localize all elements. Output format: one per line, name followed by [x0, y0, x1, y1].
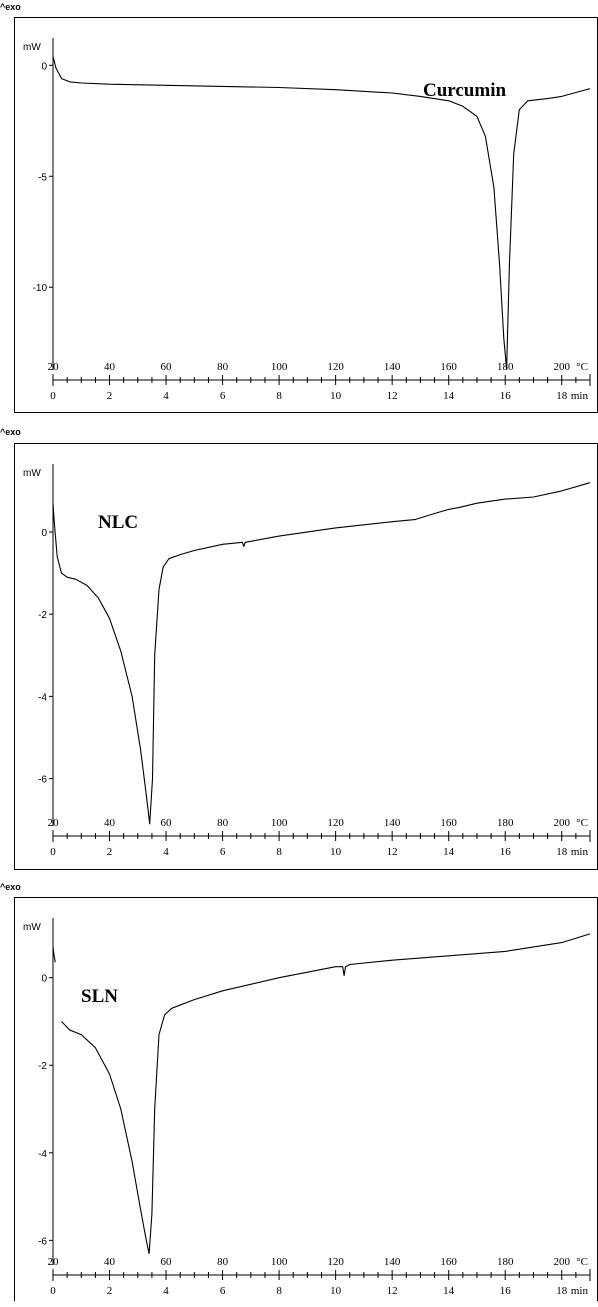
time-tick-label: 16	[500, 846, 512, 858]
temp-tick-label: 180	[497, 1256, 514, 1268]
time-tick-label: 16	[500, 390, 512, 402]
exo-label: ^exo	[0, 2, 21, 12]
y-tick-label: -4	[38, 692, 47, 703]
time-tick-label: 2	[107, 846, 113, 858]
sample-label: Curcumin	[423, 80, 506, 101]
time-tick-label: 12	[387, 390, 398, 402]
temp-tick-label: 140	[384, 817, 401, 829]
time-tick-label: 2	[107, 1285, 113, 1297]
temp-tick-label: 180	[497, 361, 514, 373]
time-tick-label: 18	[556, 390, 568, 402]
time-tick-label: 10	[330, 1285, 342, 1297]
temp-tick-label: 60	[161, 817, 173, 829]
time-tick-label: 8	[276, 846, 282, 858]
temp-tick-label: 40	[104, 1256, 116, 1268]
temp-tick-label: 200	[553, 1256, 570, 1268]
dsc-curve	[52, 56, 591, 370]
y-tick-label: -6	[38, 1236, 47, 1247]
y-tick-label: -4	[38, 1149, 47, 1160]
temp-tick-label: 60	[161, 361, 173, 373]
time-tick-label: 16	[500, 1285, 512, 1297]
y-tick-label: -2	[38, 610, 47, 621]
temp-tick-label: 180	[497, 817, 514, 829]
time-tick-label: 10	[330, 390, 342, 402]
time-unit-label: min	[571, 390, 589, 402]
time-tick-label: 4	[163, 390, 169, 402]
temp-tick-label: 100	[271, 361, 288, 373]
time-tick-label: 4	[163, 1285, 169, 1297]
temp-tick-label: 20	[48, 817, 60, 829]
temp-tick-label: 140	[384, 361, 401, 373]
temp-tick-label: 200	[553, 361, 570, 373]
dsc-panel-sln: ^exo mW 0 -2 -4 -6 0 2 4 6 8 10 12 14 16 18 min 20 40 60 80…	[0, 880, 598, 1301]
temp-tick-label: 60	[161, 1256, 173, 1268]
sample-label: NLC	[98, 512, 138, 533]
temp-unit-label: °C	[576, 361, 588, 373]
time-tick-label: 12	[387, 846, 398, 858]
y-tick-label: -10	[33, 283, 48, 294]
time-tick-label: 6	[220, 390, 226, 402]
exo-label: ^exo	[0, 427, 21, 437]
time-tick-label: 2	[107, 390, 113, 402]
time-tick-label: 6	[220, 846, 226, 858]
dsc-chart-sln: mW 0 -2 -4 -6 0 2 4 6 8 10 12 14 16 18 min 20 40 60 80 100 12…	[23, 918, 591, 1297]
dsc-curve	[61, 933, 591, 1255]
time-tick-label: 10	[330, 846, 342, 858]
plot-frame: mW 0 -2 -4 -6 0 2 4 6 8 10 12 14 16 18 min 20 40 60 80 100 12…	[14, 443, 598, 870]
temp-unit-label: °C	[576, 1256, 588, 1268]
temp-tick-label: 100	[271, 817, 288, 829]
time-tick-label: 18	[556, 1285, 568, 1297]
sample-label: SLN	[81, 986, 118, 1007]
y-tick-label: 0	[41, 974, 47, 985]
y-tick-label: -6	[38, 775, 47, 786]
time-tick-label: 4	[163, 846, 169, 858]
temp-unit-label: °C	[576, 817, 588, 829]
time-tick-label: 0	[50, 846, 56, 858]
y-axis-label: mW	[23, 922, 41, 933]
time-tick-label: 12	[387, 1285, 398, 1297]
temp-tick-label: 120	[327, 361, 344, 373]
dsc-chart-nlc: mW 0 -2 -4 -6 0 2 4 6 8 10 12 14 16 18 min 20 40 60 80 100 12…	[23, 464, 591, 858]
temp-tick-label: 160	[440, 1256, 457, 1268]
dsc-curve	[52, 946, 56, 963]
temp-tick-label: 20	[48, 361, 60, 373]
temp-tick-label: 40	[104, 817, 116, 829]
temp-tick-label: 160	[440, 817, 457, 829]
time-tick-label: 14	[443, 390, 455, 402]
time-tick-label: 8	[276, 1285, 282, 1297]
exo-label: ^exo	[0, 882, 21, 892]
time-tick-label: 14	[443, 1285, 455, 1297]
time-tick-label: 14	[443, 846, 455, 858]
y-tick-label: 0	[41, 61, 47, 72]
temp-tick-label: 80	[217, 817, 229, 829]
y-tick-label: 0	[41, 528, 47, 539]
time-tick-label: 0	[50, 390, 56, 402]
temp-tick-label: 140	[384, 1256, 401, 1268]
temp-tick-label: 100	[271, 1256, 288, 1268]
time-tick-label: 18	[556, 846, 568, 858]
time-tick-label: 0	[50, 1285, 56, 1297]
dsc-panel-nlc: ^exo mW 0 -2 -4 -6 0 2 4 6 8 10 12 14 16 18 min 20 40 60 80…	[0, 425, 598, 875]
time-unit-label: min	[571, 1285, 589, 1297]
temp-tick-label: 160	[440, 361, 457, 373]
temp-tick-label: 120	[327, 1256, 344, 1268]
y-axis-label: mW	[23, 468, 41, 479]
temp-tick-label: 120	[327, 817, 344, 829]
time-tick-label: 8	[276, 390, 282, 402]
temp-tick-label: 40	[104, 361, 116, 373]
dsc-panel-curcumin: ^exo mW 0 -5 -10 0 2 4 6 8 10 12 14 16 18 min 20 40 60 80 1…	[0, 0, 598, 416]
y-tick-label: -5	[38, 172, 47, 183]
plot-frame: mW 0 -2 -4 -6 0 2 4 6 8 10 12 14 16 18 min 20 40 60 80 100 12…	[14, 897, 598, 1301]
plot-frame: mW 0 -5 -10 0 2 4 6 8 10 12 14 16 18 min 20 40 60 80 100 120…	[14, 17, 598, 413]
y-tick-label: -2	[38, 1061, 47, 1072]
temp-tick-label: 200	[553, 817, 570, 829]
y-axis-label: mW	[23, 42, 41, 53]
time-unit-label: min	[571, 846, 589, 858]
temp-tick-label: 80	[217, 1256, 229, 1268]
temp-tick-label: 20	[48, 1256, 60, 1268]
dsc-curve	[52, 482, 591, 825]
temp-tick-label: 80	[217, 361, 229, 373]
time-tick-label: 6	[220, 1285, 226, 1297]
